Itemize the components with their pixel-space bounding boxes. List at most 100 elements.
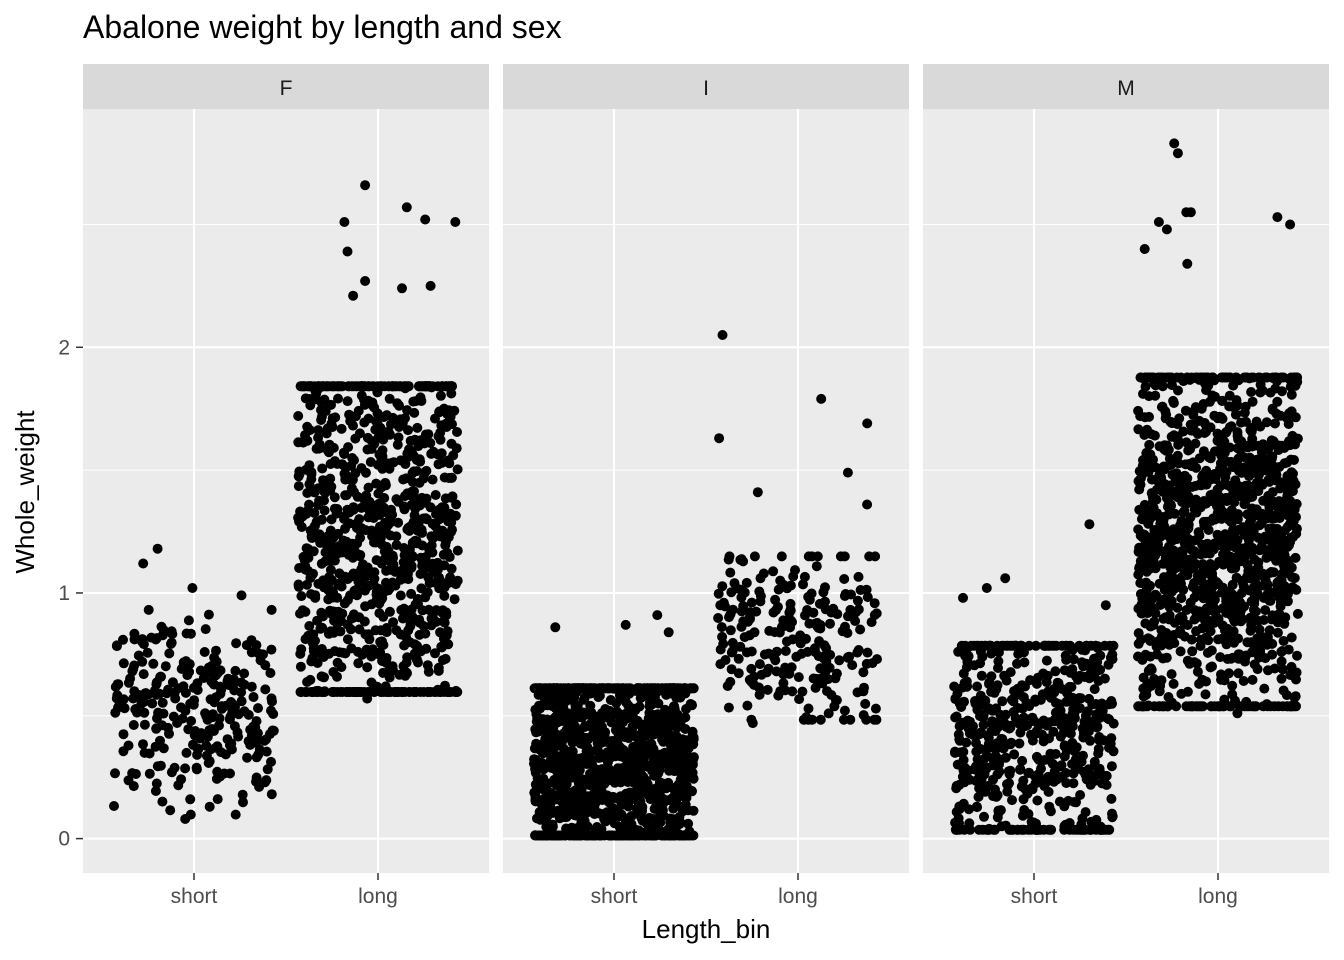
data-point (361, 490, 372, 501)
data-point (1004, 824, 1015, 835)
data-point (406, 588, 417, 599)
data-point (958, 668, 969, 679)
data-point (1155, 600, 1166, 610)
facet-strip (83, 64, 489, 109)
data-point (1179, 476, 1190, 487)
data-point (369, 438, 380, 449)
data-point (1007, 795, 1017, 806)
data-point (1174, 613, 1185, 623)
data-point (377, 539, 387, 550)
data-point (157, 697, 168, 708)
data-point (160, 661, 171, 672)
data-point (434, 406, 445, 417)
data-point (293, 481, 304, 492)
data-point (600, 816, 611, 827)
data-point (839, 551, 850, 562)
data-point (1250, 701, 1261, 712)
data-point (355, 567, 366, 578)
data-point (324, 439, 335, 450)
data-point (807, 551, 817, 562)
data-point (1283, 487, 1294, 498)
data-point (205, 694, 216, 705)
data-point (451, 685, 461, 696)
data-point (987, 753, 998, 764)
data-point (1001, 640, 1012, 651)
data-point (185, 794, 196, 805)
data-point (356, 463, 367, 474)
data-point (1161, 372, 1172, 383)
data-point (813, 622, 824, 633)
data-point (594, 779, 605, 790)
data-point (323, 447, 334, 458)
data-point (871, 714, 882, 725)
data-point (617, 683, 628, 694)
data-point (1168, 398, 1179, 408)
data-point (1014, 738, 1025, 749)
data-point (408, 396, 419, 407)
data-point (1167, 380, 1177, 391)
data-point (1096, 700, 1107, 711)
data-point (551, 780, 562, 791)
data-point (555, 683, 566, 694)
data-point (754, 659, 765, 670)
data-point (1292, 433, 1303, 444)
data-point (1078, 661, 1089, 672)
data-point (970, 775, 981, 786)
data-point (125, 673, 136, 684)
data-point (166, 767, 177, 778)
data-point (1049, 687, 1060, 698)
data-point (635, 784, 646, 795)
data-point (1078, 728, 1089, 739)
data-point (184, 666, 195, 677)
data-point (317, 463, 328, 474)
data-point (204, 801, 215, 812)
data-point (415, 569, 426, 579)
data-point (138, 639, 149, 650)
data-point (684, 830, 695, 841)
data-point (1285, 219, 1296, 230)
data-point (165, 805, 176, 816)
data-point (348, 290, 359, 301)
data-point (762, 684, 773, 695)
data-point (127, 768, 138, 779)
data-point (353, 405, 364, 416)
data-point (1278, 559, 1289, 570)
data-point (1099, 640, 1110, 651)
data-point (568, 772, 578, 783)
data-point (266, 644, 277, 655)
data-point (1258, 495, 1269, 506)
data-point (1141, 448, 1152, 458)
data-point (185, 628, 196, 639)
data-point (1276, 673, 1287, 684)
data-point (452, 427, 462, 437)
data-point (1188, 410, 1199, 421)
data-point (1161, 224, 1172, 235)
data-point (1009, 749, 1020, 760)
data-point (437, 525, 448, 536)
data-point (398, 661, 409, 672)
data-point (1138, 560, 1149, 571)
data-point (778, 678, 789, 689)
x-tick-label: long (778, 885, 818, 908)
data-point (950, 817, 961, 828)
data-point (309, 508, 320, 518)
data-point (1073, 763, 1084, 774)
data-point (790, 565, 800, 576)
data-point (195, 665, 206, 676)
data-point (999, 718, 1010, 729)
data-point (253, 648, 264, 659)
data-point (313, 500, 324, 510)
data-point (334, 568, 345, 579)
x-tick-label: short (1011, 885, 1058, 908)
data-point (1139, 244, 1150, 254)
data-point (866, 617, 877, 628)
data-point (267, 725, 278, 736)
data-point (1260, 605, 1271, 616)
data-point (953, 729, 964, 740)
data-point (604, 830, 615, 841)
data-point (310, 635, 320, 646)
data-point (539, 805, 550, 816)
data-point (395, 381, 406, 392)
data-point (360, 601, 371, 612)
